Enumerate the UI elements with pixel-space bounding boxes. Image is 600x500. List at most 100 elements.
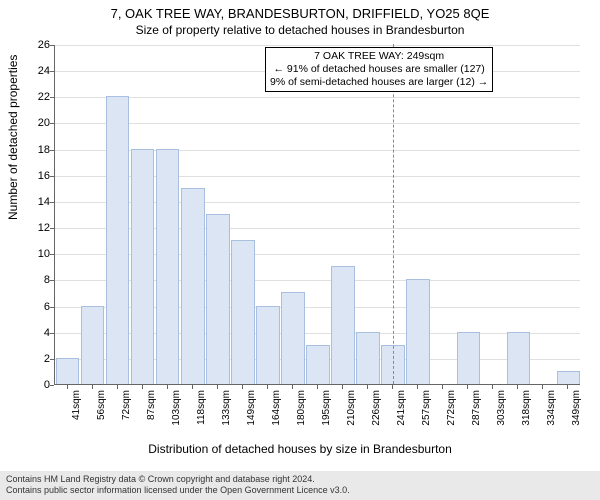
x-tick-label: 133sqm [221, 390, 232, 438]
histogram-bar [356, 332, 380, 384]
histogram-bar [331, 266, 355, 384]
histogram-bar [557, 371, 581, 384]
y-tick-label: 8 [30, 274, 50, 286]
annotation-line: 9% of semi-detached houses are larger (1… [270, 76, 488, 89]
annotation-box: 7 OAK TREE WAY: 249sqm← 91% of detached … [265, 47, 493, 92]
x-tick-label: 287sqm [471, 390, 482, 438]
y-tick-mark [50, 71, 54, 72]
reference-marker-line [393, 44, 394, 384]
y-tick-mark [50, 123, 54, 124]
y-tick-mark [50, 150, 54, 151]
y-tick-label: 26 [30, 39, 50, 51]
x-tick-mark [542, 385, 543, 389]
histogram-bar [181, 188, 205, 384]
annotation-line: 7 OAK TREE WAY: 249sqm [270, 50, 488, 63]
y-tick-mark [50, 228, 54, 229]
y-tick-mark [50, 45, 54, 46]
y-tick-label: 4 [30, 327, 50, 339]
x-tick-mark [117, 385, 118, 389]
x-tick-label: 349sqm [571, 390, 582, 438]
chart-title-line1: 7, OAK TREE WAY, BRANDESBURTON, DRIFFIEL… [0, 6, 600, 21]
histogram-bar [406, 279, 430, 384]
x-tick-label: 257sqm [421, 390, 432, 438]
y-tick-label: 0 [30, 379, 50, 391]
y-axis-label: Number of detached properties [6, 55, 20, 220]
x-tick-label: 164sqm [271, 390, 282, 438]
x-tick-mark [142, 385, 143, 389]
x-tick-mark [242, 385, 243, 389]
x-tick-mark [217, 385, 218, 389]
y-tick-label: 2 [30, 353, 50, 365]
y-tick-mark [50, 97, 54, 98]
y-tick-label: 10 [30, 248, 50, 260]
histogram-bar [106, 96, 130, 384]
x-tick-mark [67, 385, 68, 389]
histogram-bar [56, 358, 80, 384]
gridline [55, 123, 580, 124]
x-tick-mark [367, 385, 368, 389]
footer-attribution: Contains HM Land Registry data © Crown c… [0, 471, 600, 500]
x-tick-label: 180sqm [296, 390, 307, 438]
x-tick-label: 118sqm [196, 390, 207, 438]
chart-title-line2: Size of property relative to detached ho… [0, 23, 600, 37]
y-tick-label: 20 [30, 117, 50, 129]
histogram-bar [206, 214, 230, 384]
x-tick-mark [342, 385, 343, 389]
y-tick-label: 16 [30, 170, 50, 182]
x-tick-mark [467, 385, 468, 389]
chart-container: 7, OAK TREE WAY, BRANDESBURTON, DRIFFIEL… [0, 0, 600, 460]
histogram-bar [507, 332, 531, 384]
x-tick-mark [92, 385, 93, 389]
histogram-bar [231, 240, 255, 384]
x-tick-mark [517, 385, 518, 389]
gridline [55, 45, 580, 46]
x-tick-mark [392, 385, 393, 389]
x-tick-mark [417, 385, 418, 389]
footer-line2: Contains public sector information licen… [6, 485, 594, 497]
y-tick-mark [50, 359, 54, 360]
x-axis-label: Distribution of detached houses by size … [0, 442, 600, 456]
gridline [55, 97, 580, 98]
y-tick-mark [50, 385, 54, 386]
histogram-bar [306, 345, 330, 384]
y-tick-mark [50, 280, 54, 281]
y-tick-mark [50, 333, 54, 334]
x-tick-label: 210sqm [346, 390, 357, 438]
x-tick-mark [442, 385, 443, 389]
annotation-line: ← 91% of detached houses are smaller (12… [270, 63, 488, 76]
y-tick-label: 24 [30, 65, 50, 77]
y-tick-mark [50, 307, 54, 308]
histogram-bar [281, 292, 305, 384]
x-tick-label: 226sqm [371, 390, 382, 438]
x-tick-mark [567, 385, 568, 389]
x-tick-label: 103sqm [171, 390, 182, 438]
x-tick-mark [292, 385, 293, 389]
x-tick-label: 41sqm [71, 390, 82, 438]
x-tick-label: 72sqm [121, 390, 132, 438]
x-tick-label: 149sqm [246, 390, 257, 438]
y-tick-label: 6 [30, 301, 50, 313]
y-tick-label: 18 [30, 144, 50, 156]
x-tick-label: 241sqm [396, 390, 407, 438]
histogram-bar [81, 306, 105, 384]
x-tick-mark [492, 385, 493, 389]
histogram-bar [457, 332, 481, 384]
x-tick-label: 303sqm [496, 390, 507, 438]
histogram-bar [156, 149, 180, 384]
y-tick-label: 14 [30, 196, 50, 208]
x-tick-label: 56sqm [96, 390, 107, 438]
y-tick-mark [50, 176, 54, 177]
x-tick-mark [167, 385, 168, 389]
x-tick-mark [192, 385, 193, 389]
x-tick-label: 272sqm [446, 390, 457, 438]
y-tick-label: 22 [30, 91, 50, 103]
y-tick-mark [50, 202, 54, 203]
footer-line1: Contains HM Land Registry data © Crown c… [6, 474, 594, 486]
x-tick-mark [267, 385, 268, 389]
x-tick-label: 334sqm [546, 390, 557, 438]
y-tick-mark [50, 254, 54, 255]
plot-area: 7 OAK TREE WAY: 249sqm← 91% of detached … [54, 45, 580, 385]
histogram-bar [131, 149, 155, 384]
x-tick-label: 195sqm [321, 390, 332, 438]
y-tick-label: 12 [30, 222, 50, 234]
